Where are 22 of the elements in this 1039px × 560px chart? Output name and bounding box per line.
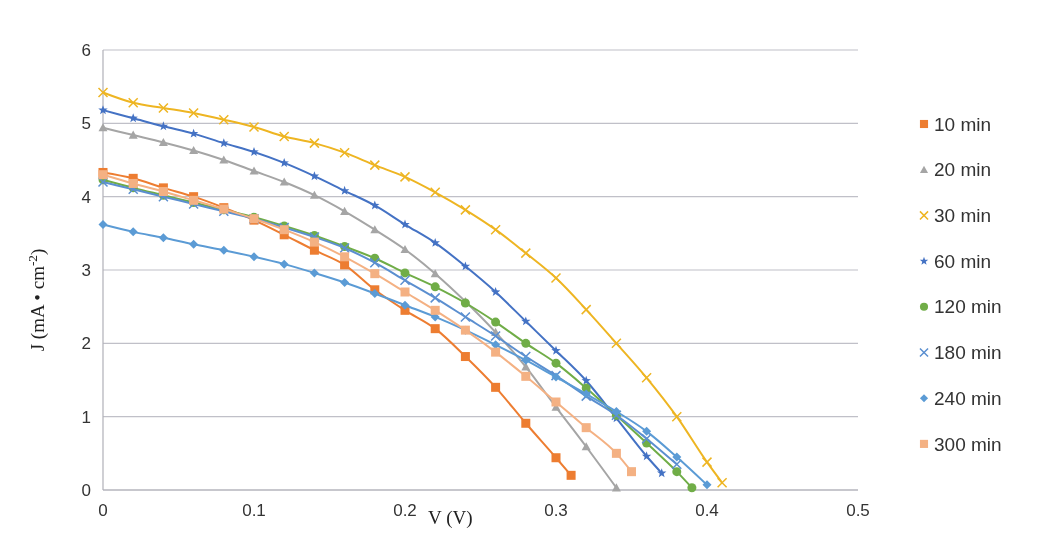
legend-label: 240 min: [934, 387, 1002, 409]
y-tick-label: 2: [81, 334, 91, 354]
legend-label: 120 min: [934, 296, 1002, 318]
legend-label: 20 min: [934, 159, 992, 181]
y-tick-label: 1: [81, 407, 91, 427]
x-tick-label: 0.2: [393, 501, 417, 520]
y-tick-label: 3: [81, 260, 91, 280]
y-tick-label: 0: [81, 480, 91, 500]
y-tick-label: 4: [81, 187, 91, 207]
y-tick-label: 5: [81, 114, 91, 134]
y-tick-label: 6: [81, 40, 91, 60]
legend-label: 180 min: [934, 342, 1002, 364]
legend-label: 60 min: [934, 250, 992, 272]
legend-label: 30 min: [934, 205, 992, 227]
x-tick-label: 0.3: [544, 501, 568, 520]
x-tick-label: 0.1: [242, 501, 266, 520]
legend-label: 300 min: [934, 433, 1002, 455]
x-tick-label: 0: [98, 501, 108, 520]
x-tick-label: 0.5: [846, 501, 870, 520]
x-axis-title: V (V): [428, 507, 473, 529]
x-tick-label: 0.4: [695, 501, 719, 520]
legend-label: 10 min: [934, 113, 992, 135]
